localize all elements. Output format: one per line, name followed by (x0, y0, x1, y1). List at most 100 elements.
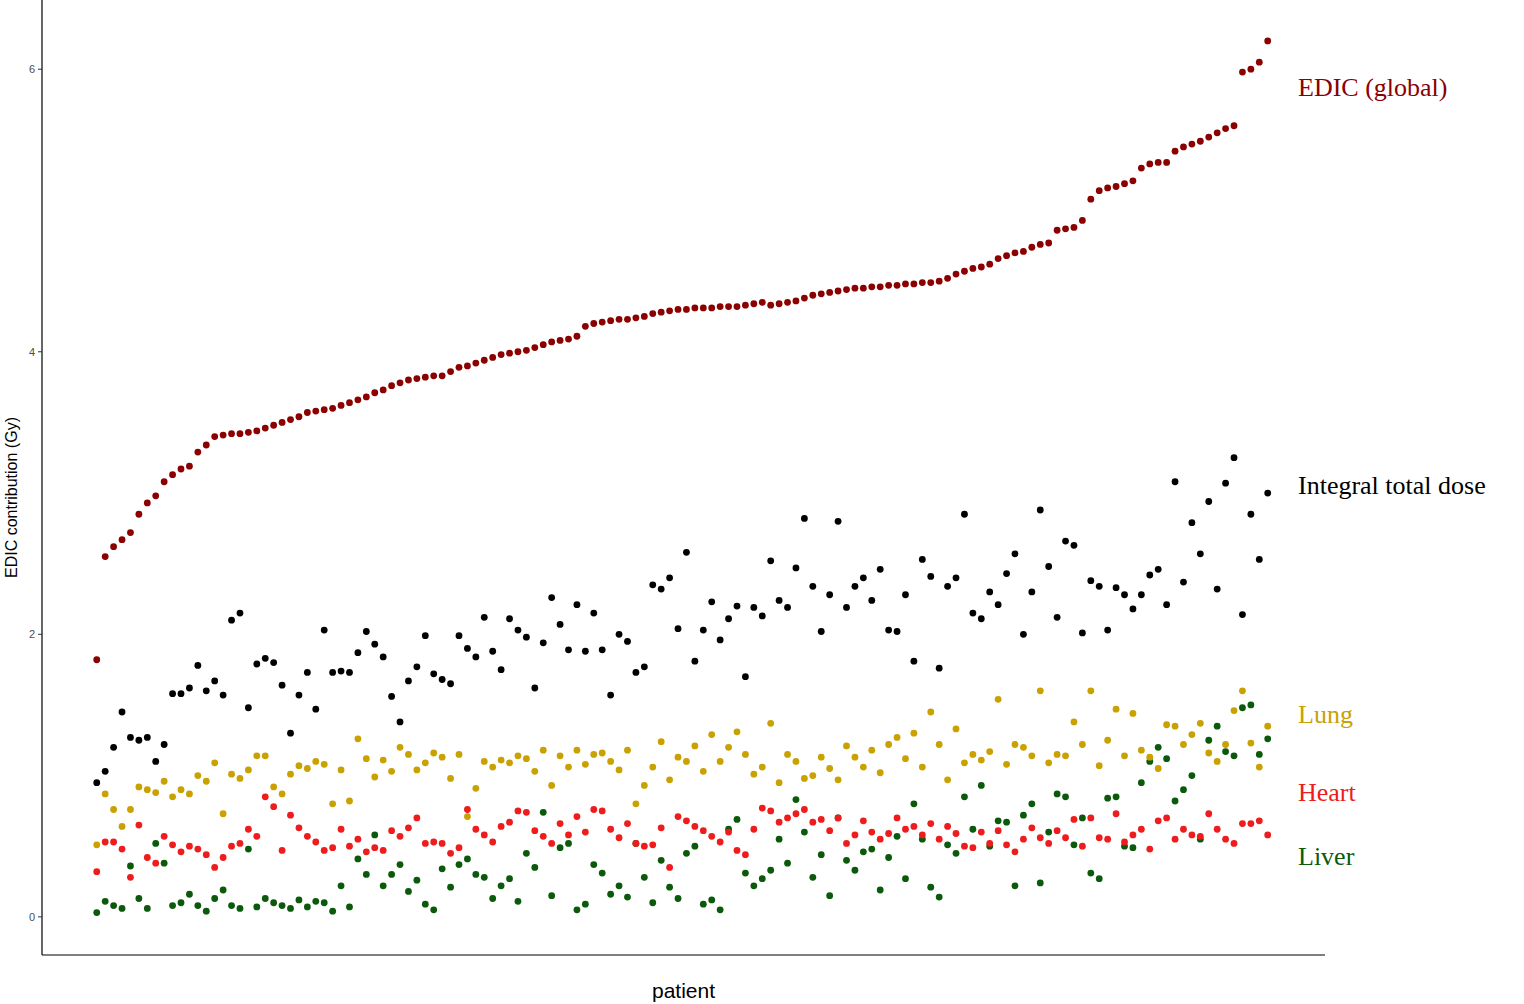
y-tick-label: 2 (29, 628, 35, 640)
point (666, 864, 673, 871)
point (860, 764, 867, 771)
point (245, 846, 252, 853)
point (287, 730, 294, 737)
point (540, 639, 547, 646)
point (708, 305, 715, 312)
point (607, 758, 614, 765)
point (557, 752, 564, 759)
point (1188, 832, 1195, 839)
point (397, 719, 404, 726)
point (1146, 572, 1153, 579)
point (430, 839, 437, 846)
point (1028, 824, 1035, 831)
point (969, 610, 976, 617)
point (961, 843, 968, 850)
point (447, 775, 454, 782)
point (371, 832, 378, 839)
point (995, 255, 1002, 262)
point (102, 839, 109, 846)
point (1096, 187, 1103, 194)
point (793, 758, 800, 765)
point (464, 856, 471, 863)
point (270, 659, 277, 666)
point (725, 303, 732, 310)
point (691, 743, 698, 750)
point (1121, 180, 1128, 187)
point (885, 854, 892, 861)
point (582, 901, 589, 908)
point (262, 895, 269, 902)
point (877, 566, 884, 573)
point (767, 302, 774, 309)
point (472, 871, 479, 878)
point (590, 806, 597, 813)
point (439, 754, 446, 761)
point (245, 826, 252, 833)
point (363, 394, 370, 401)
point (616, 316, 623, 323)
point (1138, 591, 1145, 598)
point (708, 598, 715, 605)
point (194, 902, 201, 909)
point (203, 687, 210, 694)
y-tick-label: 4 (29, 346, 35, 358)
point (1256, 764, 1263, 771)
point (253, 904, 260, 911)
point (582, 323, 589, 330)
point (826, 827, 833, 834)
point (902, 875, 909, 882)
point (515, 348, 522, 355)
point (641, 663, 648, 670)
point (759, 805, 766, 812)
point (852, 867, 859, 874)
point (565, 840, 572, 847)
point (506, 759, 513, 766)
point (557, 844, 564, 851)
point (843, 604, 850, 611)
point (102, 791, 109, 798)
point (708, 833, 715, 840)
point (944, 841, 951, 848)
point (1247, 702, 1254, 709)
point (860, 817, 867, 824)
point (1188, 731, 1195, 738)
point (1054, 791, 1061, 798)
point (1155, 159, 1162, 166)
point (894, 734, 901, 741)
point (1222, 480, 1229, 487)
point (936, 741, 943, 748)
point (565, 336, 572, 343)
point (211, 759, 218, 766)
point (439, 840, 446, 847)
point (557, 621, 564, 628)
point (296, 692, 303, 699)
point (927, 820, 934, 827)
point (279, 902, 286, 909)
point (995, 817, 1002, 824)
point (355, 396, 362, 403)
point (574, 333, 581, 340)
point (1054, 227, 1061, 234)
point (388, 827, 395, 834)
point (868, 846, 875, 853)
point (574, 747, 581, 754)
point (346, 798, 353, 805)
point (607, 891, 614, 898)
point (1197, 720, 1204, 727)
point (161, 741, 168, 748)
point (1205, 810, 1212, 817)
point (1037, 880, 1044, 887)
point (152, 492, 159, 499)
point (1205, 750, 1212, 757)
point (110, 902, 117, 909)
point (574, 813, 581, 820)
point (927, 573, 934, 580)
point (1071, 841, 1078, 848)
point (658, 824, 665, 831)
point (329, 405, 336, 412)
point (270, 783, 277, 790)
point (911, 658, 918, 665)
point (607, 317, 614, 324)
point (447, 680, 454, 687)
point (1264, 832, 1271, 839)
